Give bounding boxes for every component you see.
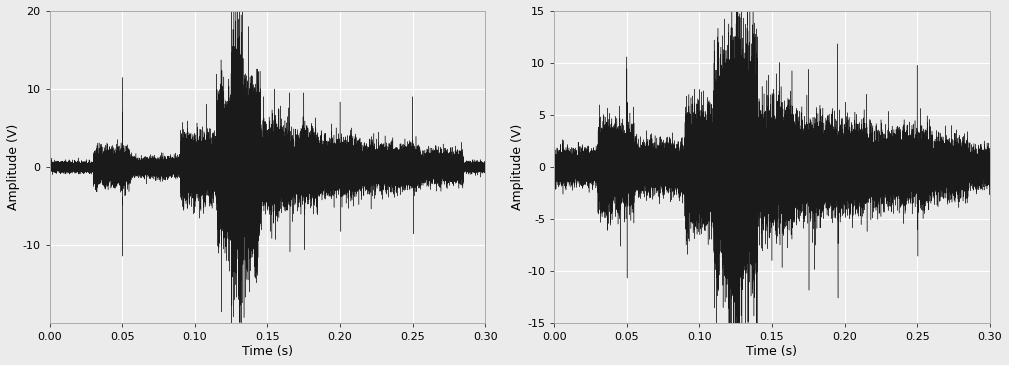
X-axis label: Time (s): Time (s) (747, 345, 797, 358)
X-axis label: Time (s): Time (s) (242, 345, 293, 358)
Y-axis label: Amplitude (V): Amplitude (V) (512, 124, 525, 210)
Y-axis label: Amplitude (V): Amplitude (V) (7, 124, 20, 210)
